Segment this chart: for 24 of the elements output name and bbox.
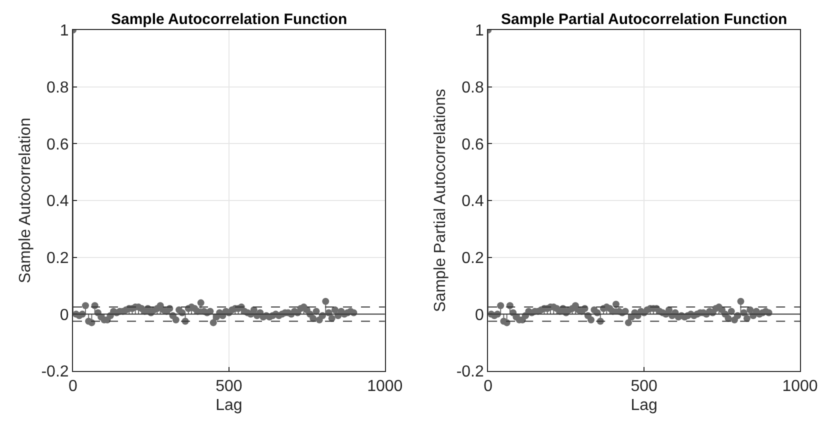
x-axis-title: Lag — [216, 396, 242, 414]
y-tick-label: 0.8 — [46, 79, 69, 96]
y-tick-label: 1 — [475, 22, 484, 40]
y-tick-label: -0.2 — [456, 364, 484, 381]
y-tick-label: 0.6 — [462, 136, 484, 154]
x-tick-label: 500 — [216, 378, 242, 396]
y-tick-label: 0.4 — [462, 193, 484, 210]
y-axis-title: Sample Autocorrelation — [17, 118, 34, 284]
y-axis-title: Sample Partial Autocorrelations — [432, 88, 450, 312]
chart-title: Sample Autocorrelation Function — [111, 11, 348, 28]
y-tick-label: 0.4 — [46, 193, 69, 210]
y-tick-label: -0.2 — [41, 364, 69, 381]
y-tick-label: 0.6 — [46, 136, 69, 154]
x-tick-label: 1000 — [367, 378, 403, 396]
x-axis-title: Lag — [630, 396, 658, 414]
x-tick-label: 1000 — [782, 378, 818, 396]
y-tick-label: 0.2 — [46, 250, 69, 267]
y-tick-label: 0.2 — [462, 250, 484, 267]
y-tick-label: 0.8 — [462, 79, 484, 96]
y-tick-label: 0 — [60, 306, 69, 324]
y-tick-label: 1 — [60, 22, 69, 40]
x-tick-label: 500 — [630, 378, 658, 396]
chart-title: Sample Partial Autocorrelation Function — [501, 11, 788, 28]
y-tick-label: 0 — [475, 306, 484, 324]
